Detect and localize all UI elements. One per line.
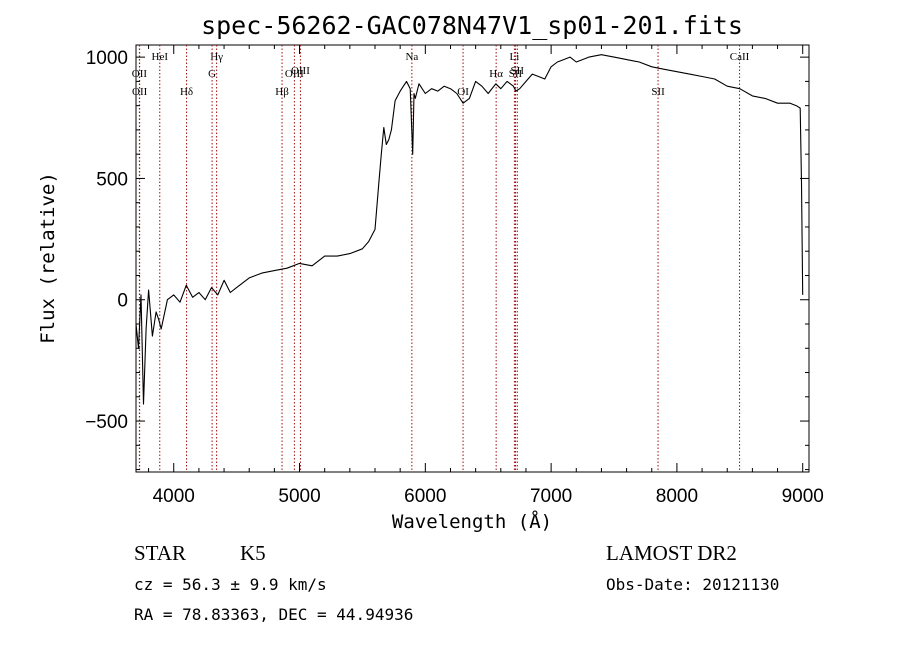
line-marker-label: OII (132, 86, 148, 98)
line-marker-label: OIII (291, 65, 310, 77)
line-marker-label: OI (457, 86, 469, 98)
line-marker-label: CaII (730, 51, 750, 63)
x-tick-label: 5000 (278, 486, 320, 507)
line-marker-label: G (208, 68, 216, 80)
y-tick-label: 500 (96, 169, 128, 190)
obs-date: Obs-Date: 20121130 (606, 575, 779, 594)
spectral-line-markers: OIIOIIHeIHδHγGHβOIIIOIIINaOIHαLiSIISIISI… (132, 45, 750, 472)
coordinates-readout: RA = 78.83363, DEC = 44.94936 (134, 605, 413, 624)
line-marker-label: SII (509, 68, 523, 80)
line-marker-label: HeI (152, 51, 169, 63)
y-tick-label: −500 (85, 412, 128, 433)
x-tick-label: 4000 (153, 486, 195, 507)
line-marker-label: Hα (489, 68, 503, 80)
spectrum-series-line (135, 54, 804, 405)
series-layer (135, 54, 804, 405)
x-tick-label: 7000 (530, 486, 572, 507)
x-axis-label: Wavelength (Å) (392, 510, 552, 533)
redshift-readout: cz = 56.3 ± 9.9 km/s (134, 575, 327, 594)
line-marker-label: Na (405, 51, 418, 63)
x-tick-label: 6000 (404, 486, 446, 507)
line-marker-label: Hγ (210, 51, 223, 63)
y-tick-label: 0 (117, 291, 128, 312)
line-marker-label: OIII (285, 68, 304, 80)
y-tick-label: 1000 (86, 48, 128, 69)
object-class: STAR (134, 541, 186, 565)
line-marker-label: SII (511, 65, 525, 77)
plot-frame (135, 44, 810, 473)
axis-ticks: 4000 5000 6000 7000 8000 9000 −500 0 500 1000 (85, 45, 824, 507)
x-tick-label: 8000 (656, 486, 698, 507)
line-marker-label: Hδ (180, 86, 193, 98)
object-subclass: K5 (240, 541, 266, 565)
line-marker-label: SII (651, 86, 665, 98)
line-marker-label: Hβ (275, 86, 289, 98)
survey-label: LAMOST DR2 (606, 541, 737, 565)
y-axis-label: Flux (relative) (37, 172, 59, 344)
chart-title: spec-56262-GAC078N47V1_sp01-201.fits (201, 11, 743, 40)
line-marker-label: Li (509, 51, 519, 63)
x-tick-label: 9000 (782, 486, 824, 507)
